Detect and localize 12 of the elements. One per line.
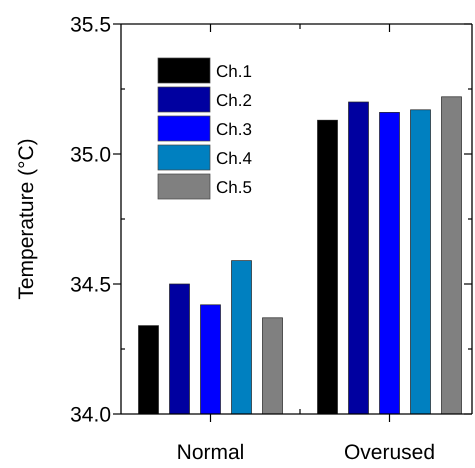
- legend-label: Ch.3: [216, 120, 252, 139]
- y-tick-label: 35.0: [70, 143, 111, 166]
- x-tick-label: Overused: [344, 441, 436, 464]
- legend-label: Ch.4: [216, 148, 252, 168]
- y-axis-title: Temperature (°C): [15, 138, 38, 300]
- x-tick-label: Normal: [176, 441, 244, 464]
- y-tick-label: 35.5: [70, 13, 111, 36]
- legend-label: Ch.5: [216, 178, 252, 197]
- y-tick-label: 34.0: [70, 403, 111, 426]
- legend-label: Ch.2: [216, 90, 252, 110]
- y-tick-label: 34.5: [70, 273, 111, 296]
- legend-label: Ch.1: [216, 62, 252, 81]
